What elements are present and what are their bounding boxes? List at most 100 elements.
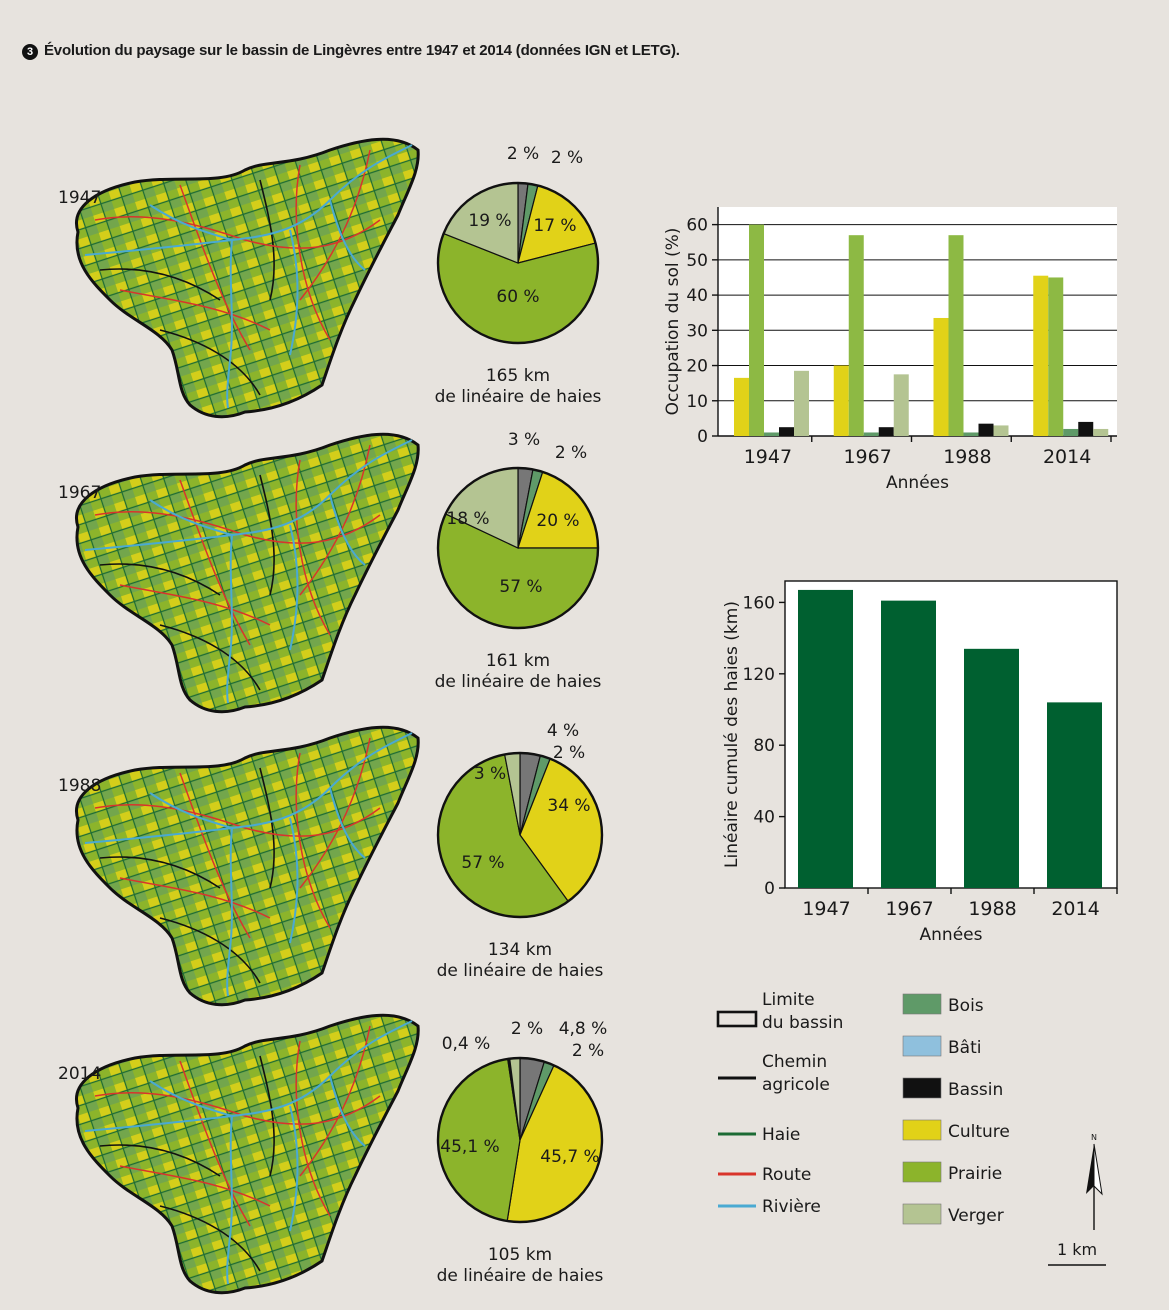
legend-label-haie: Haie <box>762 1125 800 1145</box>
pie-label-bâti: 2 % <box>555 443 587 463</box>
chemin-line <box>99 856 221 889</box>
bar-verger-2014 <box>1093 428 1109 436</box>
route-line <box>94 1092 381 1125</box>
bar-culture-1988 <box>933 317 949 436</box>
pie-label-prairie: 60 % <box>496 287 539 307</box>
bar-bois-1988 <box>963 432 979 436</box>
map-year-label: 1967 <box>58 483 101 503</box>
chemin-line <box>259 179 275 301</box>
legend-label-route: Route <box>762 1165 811 1185</box>
pie-label-bois: 2 % <box>507 144 539 164</box>
route-line <box>295 459 331 636</box>
legend-label-limite: Limite <box>762 990 815 1010</box>
route-line <box>119 1165 271 1207</box>
y-tick-label: 30 <box>686 321 708 341</box>
chemin-line <box>259 1055 275 1177</box>
x-axis-label: Années <box>920 925 983 945</box>
y-tick-label: 160 <box>743 593 775 613</box>
pie-label-prairie: 57 % <box>461 853 504 873</box>
north-label: N <box>1091 1133 1097 1142</box>
hedge-length-bar-chart: 0 40 80 120 160 1947 1967 1988 2014 Années Linéair… <box>722 580 1118 945</box>
x-tick-label: 1988 <box>943 446 991 468</box>
pie-label-bâti: 2 % <box>572 1041 604 1061</box>
pie-label-bois: 4,8 % <box>559 1019 608 1039</box>
pie-border <box>436 751 604 919</box>
riviere-line <box>329 199 366 271</box>
y-tick-label: 20 <box>686 357 708 377</box>
legend-swatch-bâti <box>902 1035 942 1057</box>
riviere-line <box>84 144 413 256</box>
scale-label: 1 km <box>1057 1240 1097 1259</box>
pie-label-verger: 3 % <box>474 764 506 784</box>
figure-title: 3 Évolution du paysage sur le bassin de L… <box>22 42 680 60</box>
pie-label-bois: 3 % <box>508 430 540 450</box>
bar-prairie-2014 <box>1048 277 1064 436</box>
bar-verger-1988 <box>993 425 1009 436</box>
bar-bois-2014 <box>1063 428 1079 436</box>
x-tick-label: 1988 <box>968 898 1016 920</box>
chemin-line <box>159 329 261 396</box>
chemin-line <box>259 474 275 596</box>
y-tick-label: 80 <box>753 736 775 756</box>
legend-swatch-bassin <box>902 1077 942 1099</box>
y-axis-label: Occupation du sol (%) <box>663 228 683 416</box>
pie-label-culture: 34 % <box>547 796 590 816</box>
hedge-length-caption: de linéaire de haies <box>437 961 604 981</box>
legend-label-culture: Culture <box>948 1122 1010 1142</box>
y-tick-label: 60 <box>686 216 708 236</box>
y-tick-label: 0 <box>764 879 775 899</box>
legend-label-chemin-2: agricole <box>762 1075 830 1095</box>
pie-label-bâti: 2 % <box>553 743 585 763</box>
riviere-line <box>149 499 233 536</box>
route-line <box>179 184 251 351</box>
route-line <box>295 1040 331 1217</box>
legend-label-chemin: Chemin <box>762 1052 827 1072</box>
figure-title-text: Évolution du paysage sur le bassin de Li… <box>44 42 680 59</box>
pie-label-prairie: 57 % <box>499 577 542 597</box>
bar-culture-1967 <box>833 365 849 436</box>
chemin-line <box>99 268 221 301</box>
basin-map-1967: 1967 <box>58 432 420 714</box>
route-line <box>299 149 371 301</box>
y-tick-label: 50 <box>686 251 708 271</box>
route-line <box>94 216 381 249</box>
riviere-line <box>84 1020 413 1132</box>
chemin-line <box>259 767 275 889</box>
legend-swatch-verger <box>902 1203 942 1225</box>
pie-label-verger: 19 % <box>468 211 511 231</box>
route-line <box>179 479 251 646</box>
bar-bois-1967 <box>863 432 879 436</box>
pie-label-prairie: 45,1 % <box>440 1137 499 1157</box>
basin-outline <box>75 432 420 714</box>
hedge-length-value: 161 km <box>486 651 550 671</box>
bar-bois-1947 <box>764 432 779 436</box>
legend-label-limite-2: du bassin <box>762 1013 843 1033</box>
x-tick-label: 2014 <box>1043 446 1091 468</box>
riviere-line <box>226 1115 233 1285</box>
y-tick-label: 120 <box>743 665 775 685</box>
hedge-length-value: 165 km <box>486 366 550 386</box>
legend-swatch-bois <box>902 993 942 1015</box>
legend-label-bâti: Bâti <box>948 1038 981 1058</box>
pie-label-culture: 20 % <box>536 511 579 531</box>
riviere-line <box>289 1105 299 1232</box>
north-arrow-right <box>1093 1143 1103 1196</box>
chemin-line <box>159 1205 261 1272</box>
bar-culture-1947 <box>734 377 749 436</box>
pie-label-culture: 45,7 % <box>540 1147 599 1167</box>
basin-map-2014: 2014 <box>58 1013 420 1295</box>
map-legend: Limite du bassin Chemin agricole Haie Route Ri… <box>716 990 1010 1226</box>
pie-label-verger: 2 % <box>511 1019 543 1039</box>
riviere-line <box>149 792 233 829</box>
landuse-bar-chart: 0 10 20 30 40 50 60 1947 1967 1988 2014 Années Occup… <box>663 207 1117 493</box>
y-tick-label: 40 <box>753 808 775 828</box>
legend-label-bassin: Bassin <box>948 1080 1003 1100</box>
bar-hedge-1947 <box>798 589 853 888</box>
route-line <box>295 752 331 929</box>
riviere-line <box>84 732 413 844</box>
route-line <box>119 877 271 919</box>
hedge-length-value: 105 km <box>488 1245 552 1265</box>
route-line <box>179 772 251 939</box>
